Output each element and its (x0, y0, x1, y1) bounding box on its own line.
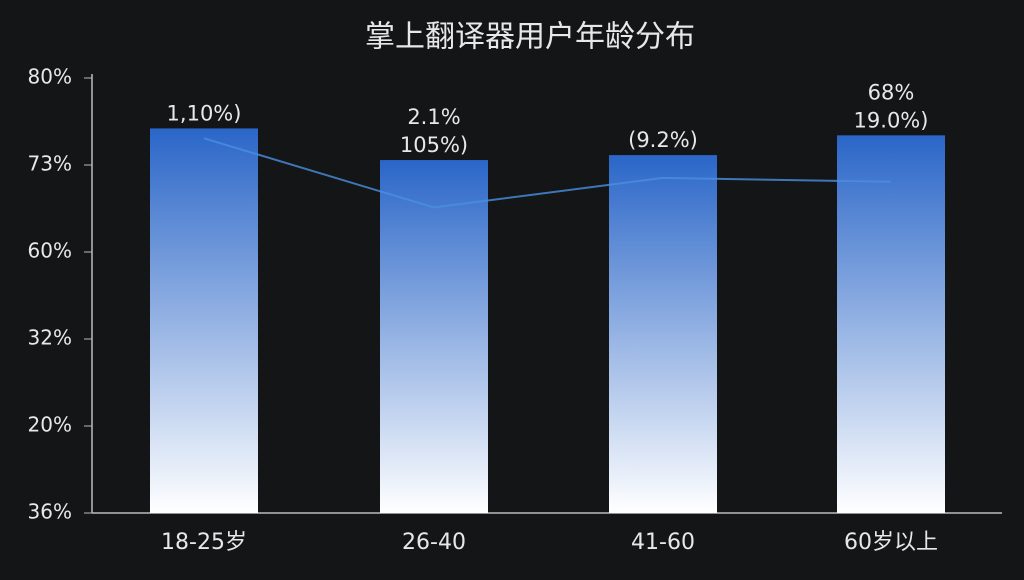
y-tick-label: 73% (28, 152, 72, 176)
y-tick-label: 32% (28, 326, 72, 350)
data-label: 68% (868, 80, 915, 104)
data-label: 1,10%) (167, 101, 242, 125)
y-tick-label: 20% (28, 413, 72, 437)
x-tick-label: 60岁以上 (844, 530, 938, 555)
bar (837, 135, 945, 513)
x-tick-label: 41-60 (631, 530, 695, 555)
trend-line (203, 137, 892, 209)
x-tick-label: 26-40 (402, 530, 466, 555)
y-tick-label: 36% (28, 500, 72, 524)
y-tick-label: 60% (28, 239, 72, 263)
data-label: 2.1% (407, 105, 460, 129)
bar (609, 155, 717, 513)
data-label: 19.0%) (854, 108, 929, 132)
bar (150, 128, 258, 513)
data-label: 105%) (400, 133, 468, 157)
x-tick-label: 18-25岁 (161, 530, 247, 555)
data-label: (9.2%) (628, 128, 698, 152)
chart-title: 掌上翻译器用户年龄分布 (365, 20, 695, 55)
y-tick-label: 80% (28, 65, 72, 89)
bar (380, 160, 488, 513)
